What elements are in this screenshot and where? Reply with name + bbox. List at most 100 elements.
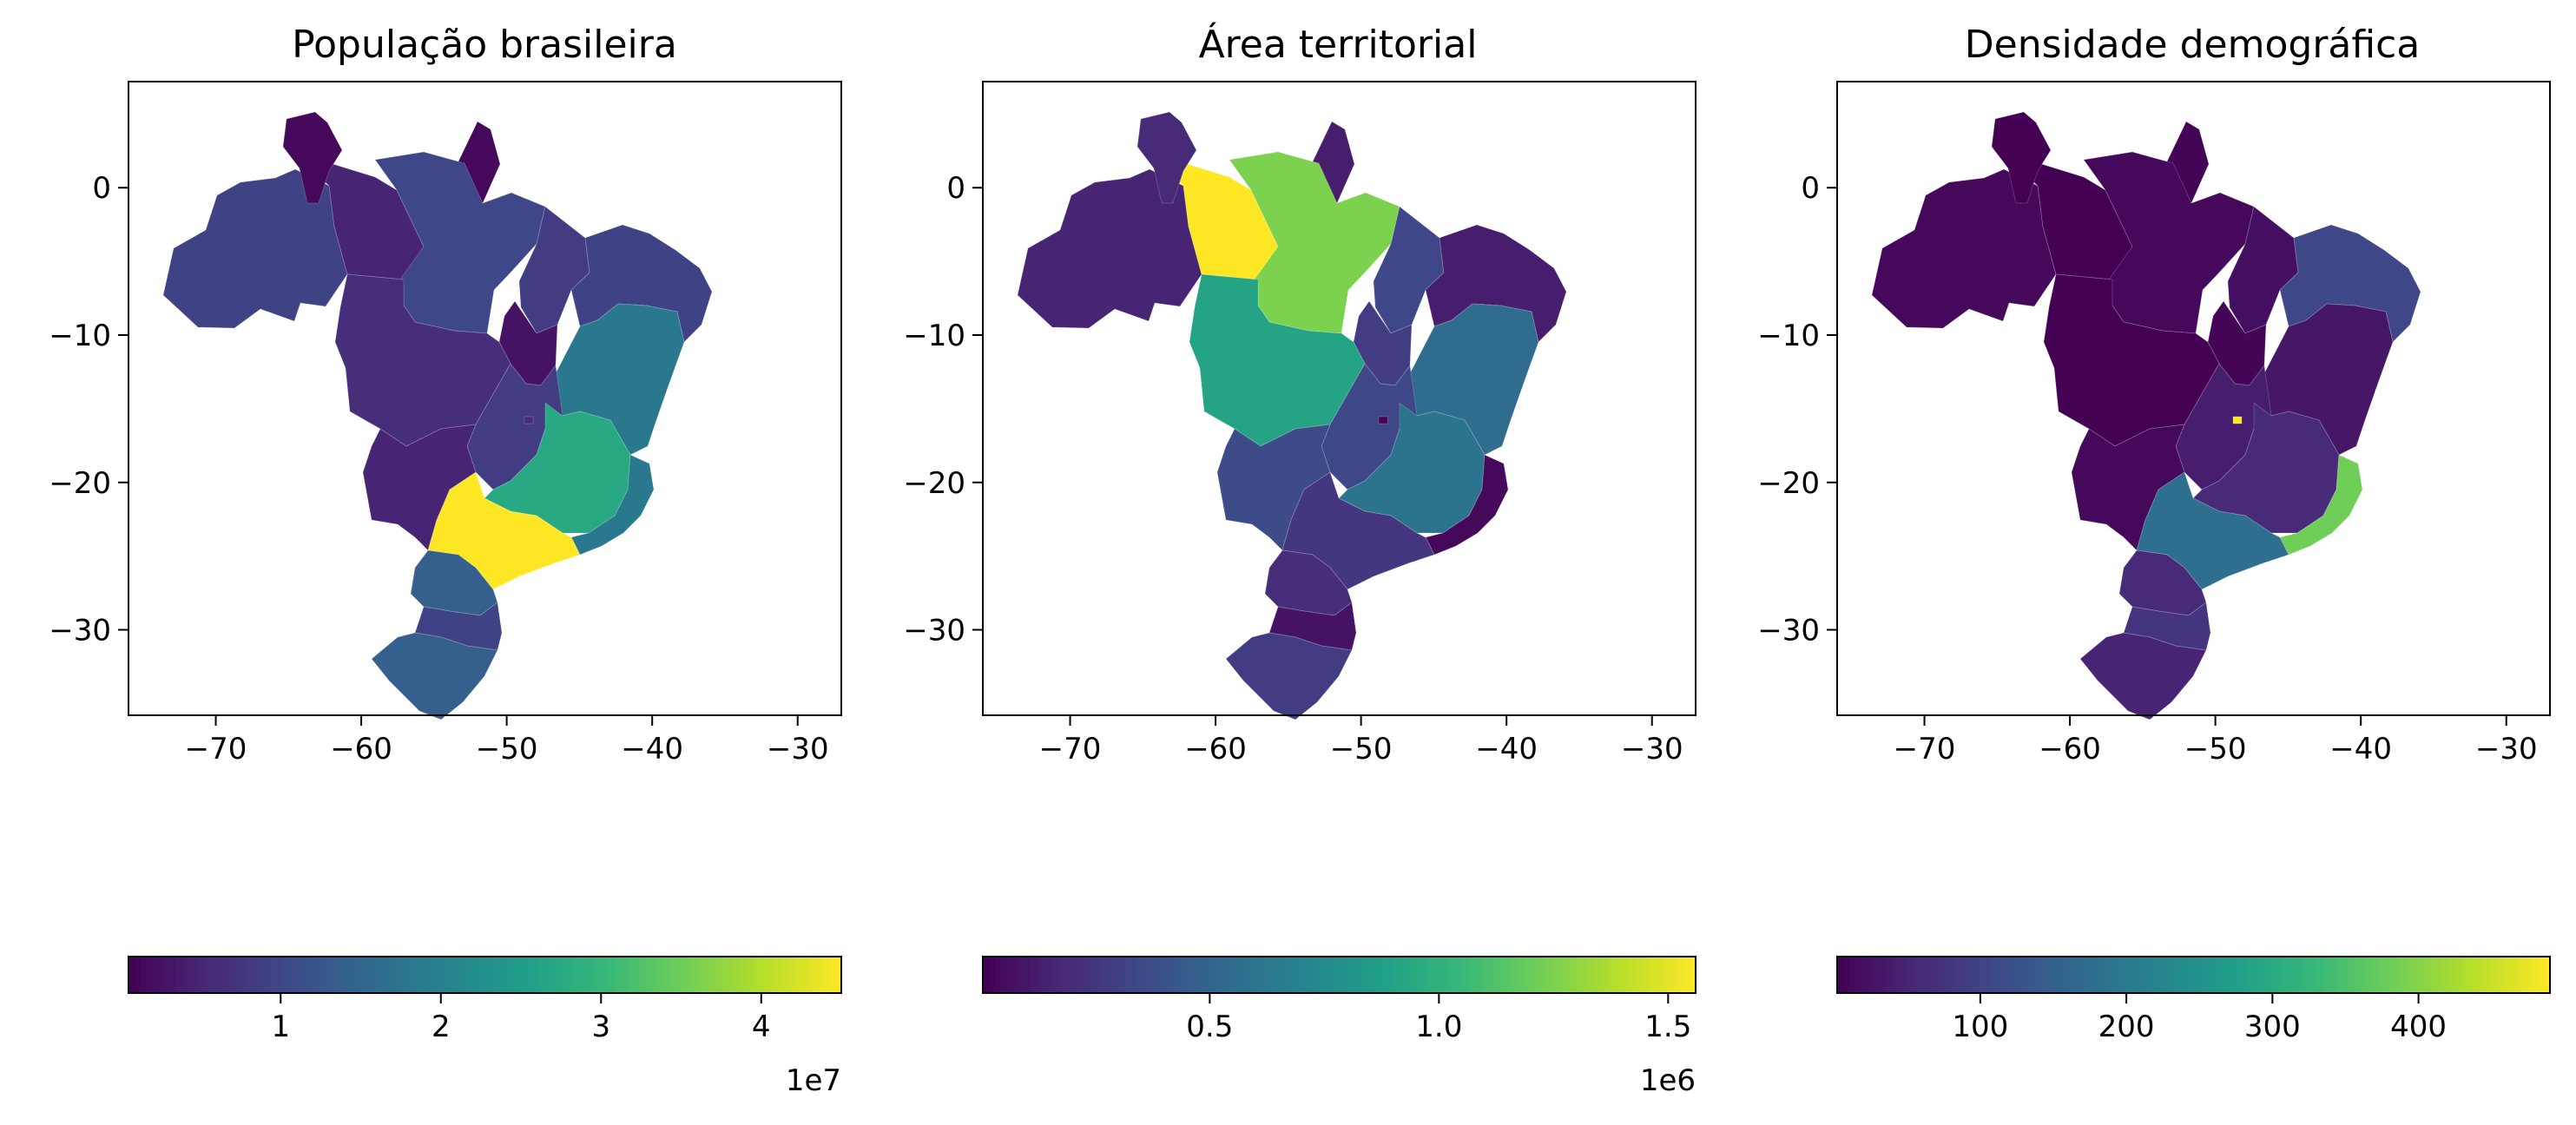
colorbar-segment [1208,957,1216,993]
colorbar-segment [2134,957,2141,993]
colorbar-segment [1131,957,1138,993]
colorbar-segment [472,957,480,993]
colorbar-segment [675,957,682,993]
colorbar-segment [1446,957,1453,993]
colorbar-segment [2437,957,2444,993]
colorbar-segment [359,957,367,993]
colorbar-segment [1214,957,1222,993]
colorbar-segment [484,957,492,993]
colorbar-segment [2235,957,2243,993]
colorbar-segment [425,957,432,993]
colorbar-segment [1908,957,1915,993]
colorbar-segment [1683,957,1691,993]
colorbar-segment [1006,957,1014,993]
colorbar-segment [811,957,819,993]
colorbar-segment [2211,957,2218,993]
colorbar-segment [1422,957,1430,993]
colorbar-segment [1890,957,1898,993]
colorbar-segment [1357,957,1364,993]
colorbar-segment [413,957,421,993]
colorbar-tick-label: 1.5 [1644,1010,1691,1044]
colorbar-segment [508,957,516,993]
colorbar-segment [1606,957,1614,993]
colorbar-segment [1274,957,1281,993]
colorbar-segment [158,957,166,993]
colorbar-segment [1529,957,1537,993]
region-rio-espirito [2279,454,2363,556]
colorbar-segment [2478,957,2486,993]
colorbar-segment [722,957,730,993]
colorbar-frame [982,956,1696,994]
colorbar-segment [1648,957,1656,993]
colorbar-segment [1493,957,1501,993]
colorbar-segment [1012,957,1020,993]
colorbar-segment [2139,957,2147,993]
x-tick-label: −30 [1621,732,1683,766]
map-panel-area: Área territorial −70 −60 −50 −40 −30 0 −10 −20… [903,21,1696,1098]
colorbar-segment [390,957,397,993]
colorbar-segment [2395,957,2402,993]
x-ticks: −70 −60 −50 −40 −30 [1039,715,1683,766]
colorbar-segment [591,957,599,993]
colorbar-segment [728,957,735,993]
colorbar-segment [1059,957,1067,993]
colorbar-segment [1458,957,1466,993]
colorbar-segment [1077,957,1085,993]
colorbar-segment [491,957,498,993]
colorbar-segment [2021,957,2028,993]
colorbar-segment [1155,957,1163,993]
colorbar-segment [2454,957,2462,993]
colorbar-segment [134,957,142,993]
colorbar-segment [2116,957,2124,993]
region-para [374,151,546,334]
colorbar-tick-label: 200 [2098,1010,2155,1044]
colorbar-segment [240,957,248,993]
colorbar-segment [1404,957,1412,993]
colorbar-segment [1244,957,1251,993]
colorbar-segment [2080,957,2088,993]
colorbar-segment [2074,957,2082,993]
colorbar-segment [1642,957,1650,993]
colorbar-segment [1113,957,1121,993]
colorbar-segment [401,957,409,993]
colorbar-segment [2389,957,2397,993]
colorbar-segment [282,957,290,993]
colorbar-segment [277,957,284,993]
y-ticks: 0 −10 −20 −30 [903,171,983,648]
colorbar-segment [1938,957,1946,993]
x-tick-label: −60 [330,732,392,766]
colorbar-segment [1030,957,1038,993]
colorbar-segment [229,957,237,993]
colorbar-segment [520,957,528,993]
colorbar-segment [1440,957,1447,993]
colorbar-segment [2164,957,2171,993]
colorbar-segment [574,957,581,993]
colorbar-segment [1048,957,1056,993]
colorbar-segment [639,957,647,993]
x-tick-label: −70 [1894,732,1956,766]
colorbar-segment [1374,957,1382,993]
colorbar-segment [1054,957,1061,993]
colorbar-segment [1452,957,1459,993]
colorbar-segment [1125,957,1133,993]
colorbar-segment [1967,957,1975,993]
colorbar-segment [443,957,451,993]
map-frame [128,81,842,716]
colorbar-segment [2467,957,2474,993]
colorbar-segment [2128,957,2136,993]
colorbar-segment [2526,957,2533,993]
colorbar-tick-label: 1.0 [1415,1010,1462,1044]
colorbar-segment [1677,957,1685,993]
colorbar-segment [1433,957,1441,993]
colorbar-segment [1262,957,1269,993]
colorbar-segment [794,957,801,993]
colorbar-segment [2318,957,2326,993]
colorbar-segment [829,957,837,993]
colorbar-segment [2092,957,2100,993]
colorbar-segment [621,957,629,993]
y-tick-label: −10 [49,319,111,353]
colorbar-segment [366,957,373,993]
y-ticks: 0 −10 −20 −30 [1757,171,1837,648]
colorbar-segment [1339,957,1347,993]
